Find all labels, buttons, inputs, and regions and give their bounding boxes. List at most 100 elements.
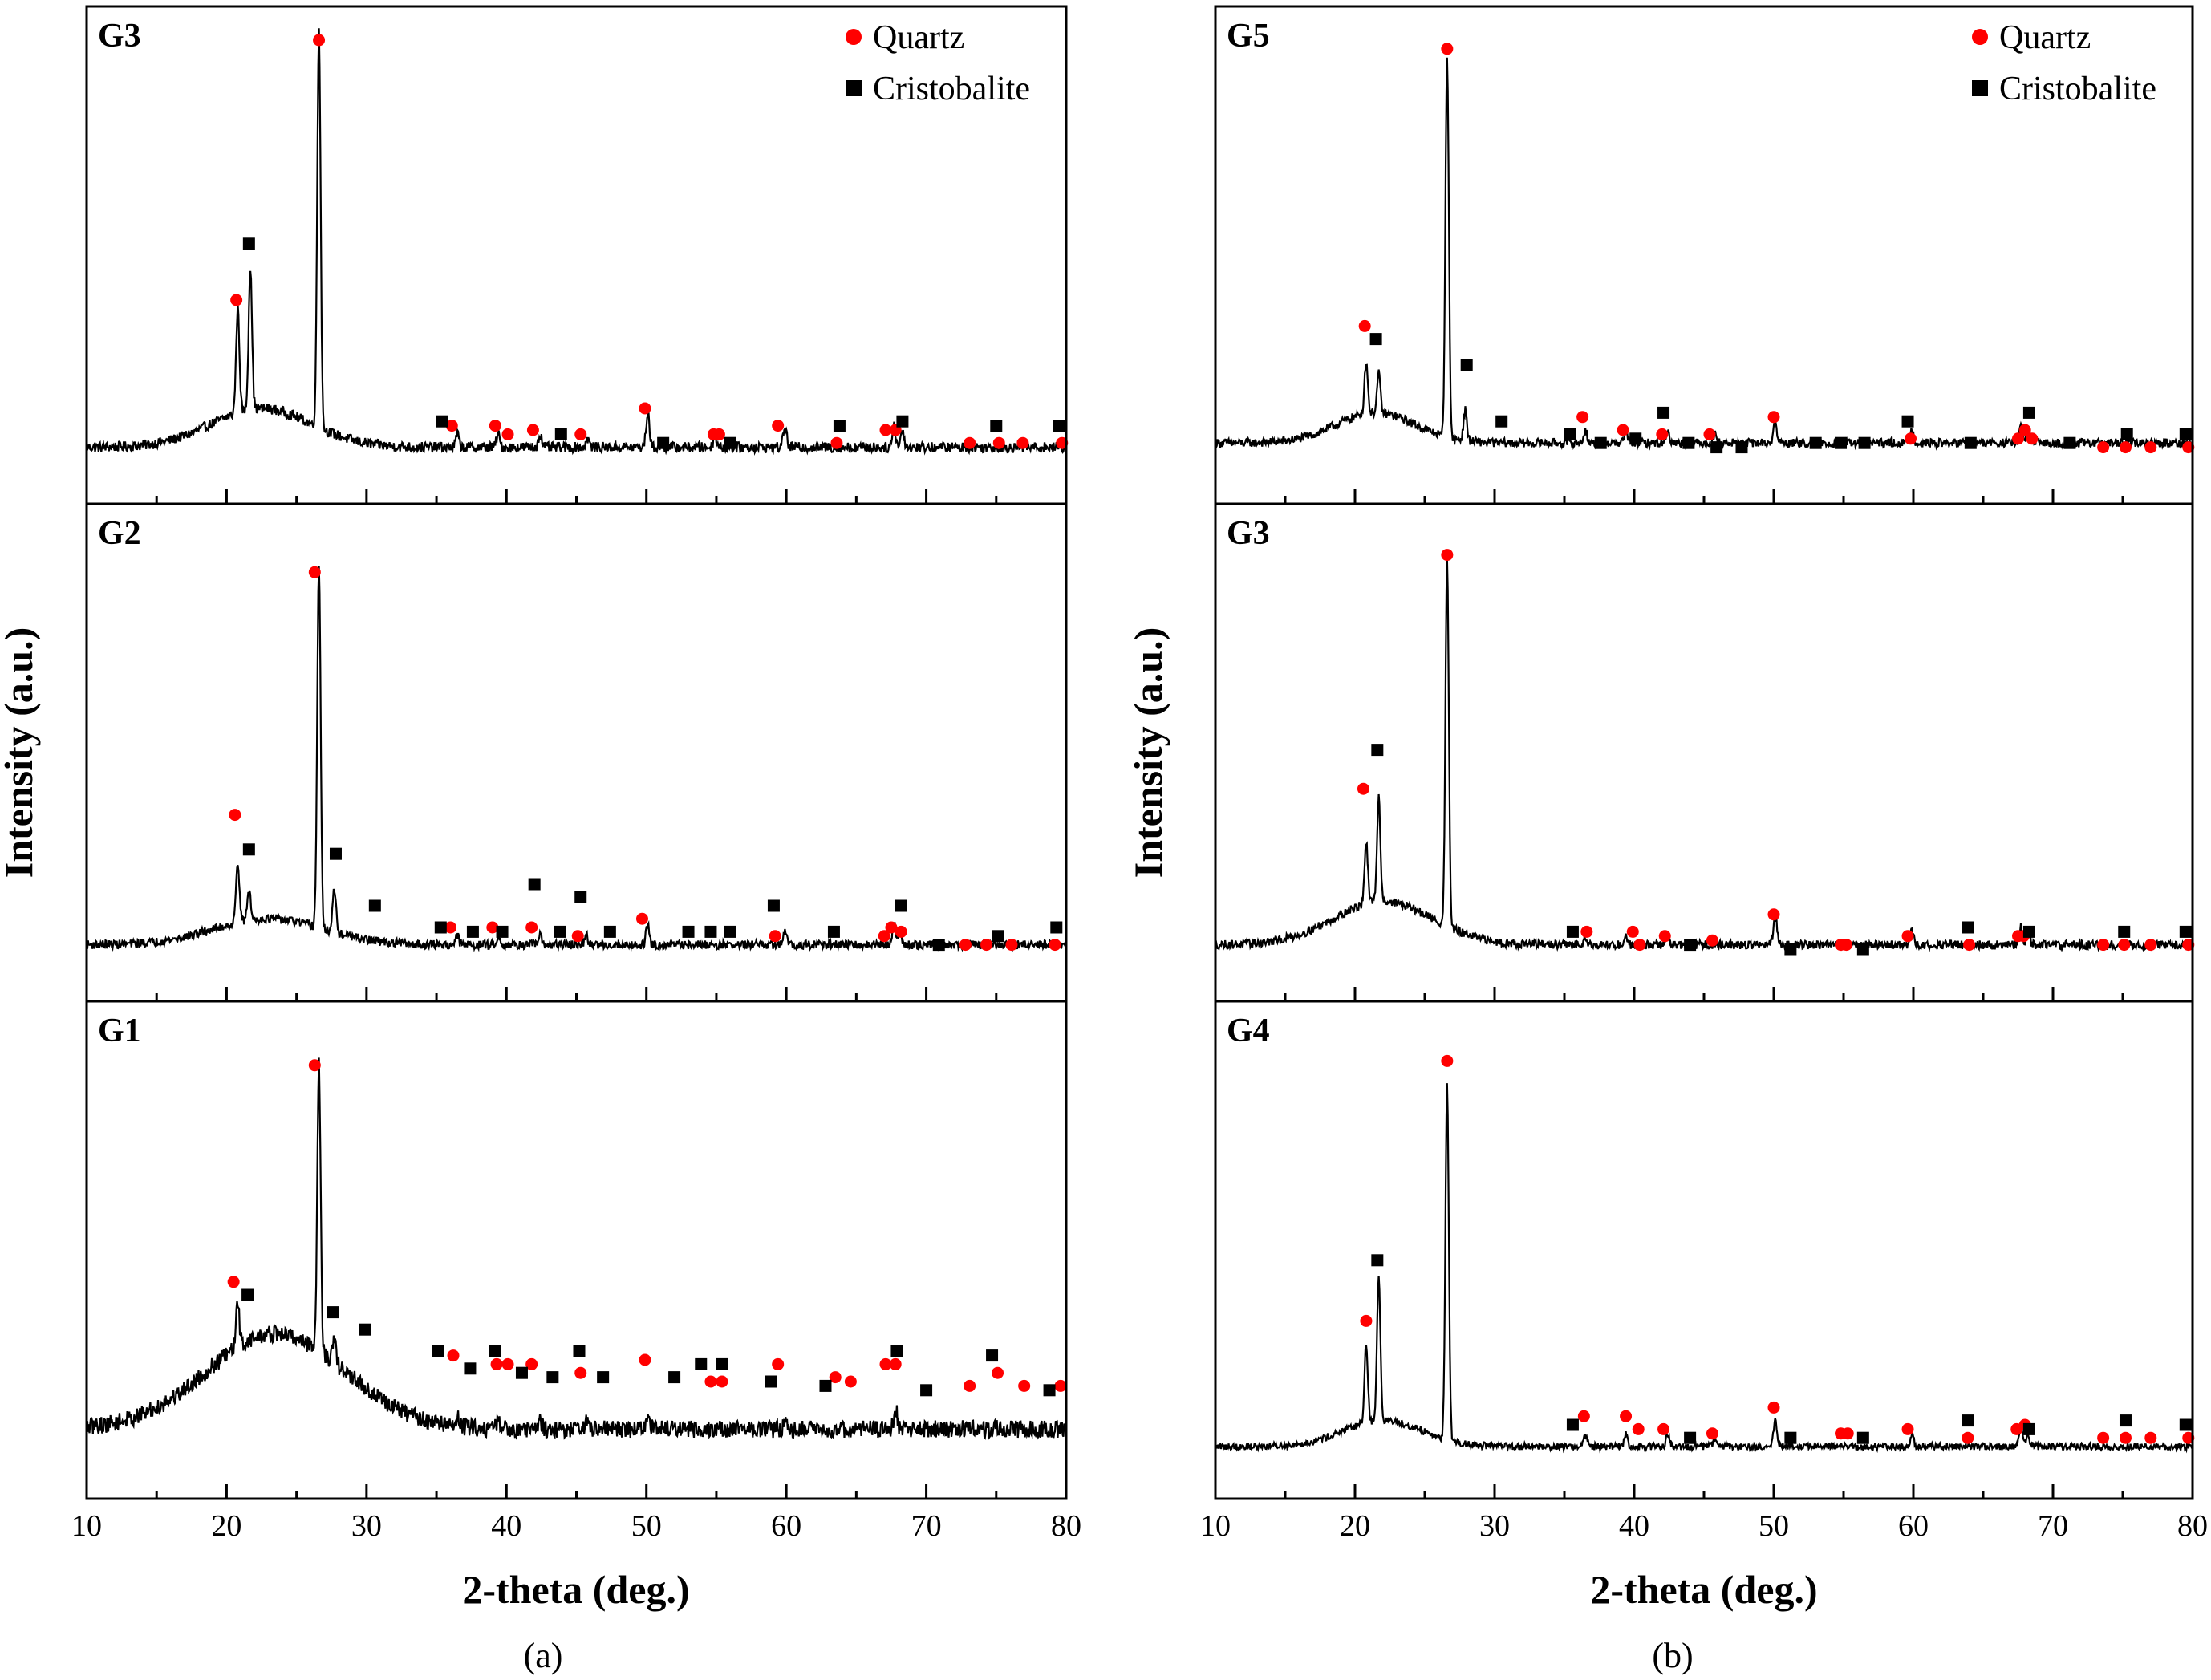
x-tick-label: 80 xyxy=(1051,1509,1081,1543)
quartz-marker xyxy=(635,912,648,925)
xrd-trace-g3 xyxy=(85,28,1067,456)
cristobalite-marker xyxy=(574,891,587,903)
legend-label: Quartz xyxy=(873,19,964,56)
panel-title: G5 xyxy=(1227,18,1270,55)
quartz-marker xyxy=(1005,939,1018,952)
quartz-marker xyxy=(1049,939,1061,952)
legend-label: Quartz xyxy=(1999,19,2091,56)
quartz-marker xyxy=(447,1349,460,1362)
cristobalite-marker xyxy=(932,939,945,952)
quartz-marker xyxy=(1657,1422,1670,1435)
quartz-marker xyxy=(885,921,898,934)
cristobalite-marker xyxy=(528,878,541,891)
cristobalite-marker xyxy=(1566,925,1579,938)
legend-label: Cristobalite xyxy=(1999,71,2156,108)
quartz-marker xyxy=(490,1357,503,1370)
quartz-marker xyxy=(879,1357,892,1370)
quartz-marker xyxy=(308,566,321,578)
y-axis-title: Intensity (a.u.) xyxy=(0,627,41,879)
cristobalite-marker xyxy=(1657,406,1670,419)
quartz-marker xyxy=(844,1375,857,1388)
quartz-marker xyxy=(639,1353,651,1366)
quartz-marker xyxy=(878,930,890,943)
quartz-marker xyxy=(1358,319,1371,332)
cristobalite-marker xyxy=(1371,744,1384,757)
quartz-marker xyxy=(1905,432,1917,445)
cristobalite-marker xyxy=(767,899,780,912)
panel-title: G3 xyxy=(98,18,141,55)
quartz-marker xyxy=(2144,939,2157,952)
quartz-marker xyxy=(1360,1314,1373,1327)
quartz-marker xyxy=(445,420,458,432)
panel-title: G2 xyxy=(98,515,141,552)
cristobalite-marker xyxy=(603,925,616,938)
cristobalite-marker xyxy=(657,436,670,449)
quartz-marker xyxy=(2097,441,2110,454)
cristobalite-marker xyxy=(1856,1431,1869,1444)
x-tick-label: 70 xyxy=(2038,1509,2068,1543)
quartz-marker xyxy=(525,921,538,934)
cristobalite-marker xyxy=(1858,436,1871,449)
cristobalite-marker xyxy=(1495,415,1508,428)
quartz-marker xyxy=(1767,908,1780,921)
quartz-marker xyxy=(489,420,501,432)
cristobalite-marker xyxy=(1460,359,1473,371)
cristobalite-marker xyxy=(242,843,255,856)
quartz-marker xyxy=(1054,1379,1067,1392)
quartz-marker xyxy=(1357,782,1369,795)
cristobalite-marker xyxy=(359,1323,371,1336)
panel-title: G3 xyxy=(1227,515,1270,552)
quartz-marker xyxy=(980,939,993,952)
panel-title: G1 xyxy=(98,1012,141,1049)
quartz-marker xyxy=(2097,1431,2110,1444)
cristobalite-marker xyxy=(724,925,736,938)
quartz-marker xyxy=(2144,441,2157,454)
cristobalite-marker xyxy=(704,925,717,938)
x-tick-label: 50 xyxy=(1759,1509,1789,1543)
cristobalite-marker xyxy=(1369,333,1382,346)
quartz-marker xyxy=(526,424,539,436)
cristobalite-marker xyxy=(827,925,840,938)
quartz-marker xyxy=(1656,428,1669,440)
quartz-marker xyxy=(501,1357,514,1370)
cristobalite-marker xyxy=(716,1357,728,1370)
cristobalite-marker xyxy=(2120,428,2133,440)
quartz-marker xyxy=(1633,939,1646,952)
legend: Quartz Cristobalite xyxy=(1972,19,2156,108)
cristobalite-marker xyxy=(2063,436,2076,449)
cristobalite-marker xyxy=(329,847,342,860)
cristobalite-marker xyxy=(1710,441,1723,454)
quartz-marker xyxy=(574,428,587,440)
cristobalite-marker xyxy=(597,1371,610,1384)
quartz-marker xyxy=(895,925,907,938)
quartz-marker xyxy=(889,1357,902,1370)
cristobalite-marker xyxy=(368,899,381,912)
quartz-marker xyxy=(525,1357,538,1370)
cristobalite-marker xyxy=(1566,1418,1579,1431)
cristobalite-marker xyxy=(1629,432,1642,445)
legend: Quartz Cristobalite xyxy=(846,19,1030,108)
panel-g3: G3 xyxy=(85,5,1069,505)
cristobalite-marker xyxy=(242,237,255,250)
cristobalite-marker xyxy=(668,1371,681,1384)
cristobalite-marker xyxy=(2119,1414,2132,1427)
figure-label-b: (b) xyxy=(1652,1636,1693,1675)
quartz-marker xyxy=(704,1375,717,1388)
quartz-marker xyxy=(1767,411,1780,424)
quartz-marker xyxy=(964,436,976,449)
cristobalite-marker xyxy=(695,1357,708,1370)
quartz-marker xyxy=(2118,939,2131,952)
xrd-trace-g2 xyxy=(85,566,1068,952)
cristobalite-marker xyxy=(1682,436,1695,449)
quartz-marker xyxy=(571,930,584,943)
quartz-marker xyxy=(1580,925,1593,938)
quartz-marker xyxy=(712,428,725,440)
cristobalite-marker xyxy=(2022,1422,2035,1435)
quartz-marker xyxy=(1658,930,1671,943)
cristobalite-marker xyxy=(1594,436,1607,449)
quartz-marker xyxy=(1441,43,1454,55)
cristobalite-marker xyxy=(1684,1431,1697,1444)
cristobalite-marker xyxy=(682,925,695,938)
x-tick-label: 10 xyxy=(71,1509,102,1543)
panel-g1: G1 xyxy=(85,1000,1068,1500)
